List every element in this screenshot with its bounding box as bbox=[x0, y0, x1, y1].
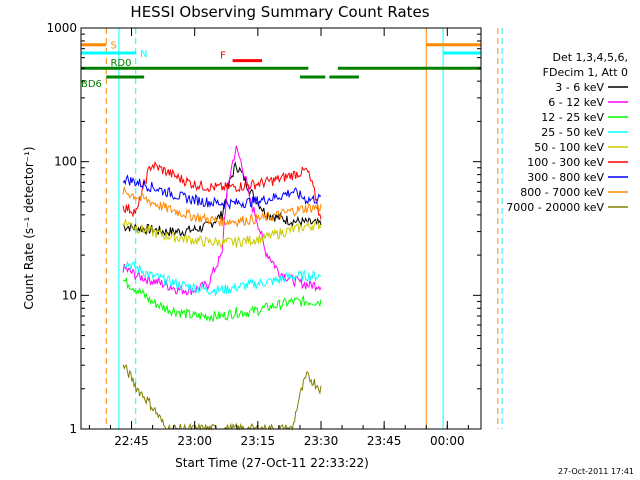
series-line-7 bbox=[122, 186, 322, 228]
y-axis-label: Count Rate (s⁻¹ detector⁻¹) bbox=[22, 146, 36, 309]
chart-title: HESSI Observing Summary Count Rates bbox=[130, 3, 429, 21]
legend-label: 50 - 100 keV bbox=[534, 141, 604, 154]
series-line-4 bbox=[122, 219, 322, 249]
legend-label: 12 - 25 keV bbox=[541, 111, 604, 124]
x-tick-label: 00:00 bbox=[430, 434, 465, 448]
y-tick-label: 1 bbox=[69, 422, 77, 436]
plot-area: S N RD0 BD6 F bbox=[81, 28, 503, 431]
legend-header-line-1: Det 1,3,4,5,6, bbox=[552, 51, 628, 64]
legend-label: 25 - 50 keV bbox=[541, 126, 604, 139]
plot-frame bbox=[80, 27, 482, 430]
x-tick-label: 23:15 bbox=[241, 434, 276, 448]
flag-label-s: S bbox=[110, 41, 116, 52]
series-line-1 bbox=[122, 145, 322, 296]
x-tick-label: 23:45 bbox=[367, 434, 402, 448]
flag-label-rd0: RD0 bbox=[110, 58, 131, 69]
series-line-5 bbox=[122, 160, 322, 220]
series-line-0 bbox=[122, 160, 322, 237]
x-tick-label: 23:00 bbox=[177, 434, 212, 448]
x-tick-label: 22:45 bbox=[114, 434, 149, 448]
legend-header-line-2: FDecim 1, Att 0 bbox=[543, 66, 628, 79]
flag-label-bd6: BD6 bbox=[81, 79, 102, 90]
series-line-6 bbox=[122, 174, 322, 211]
series-line-3 bbox=[122, 260, 322, 297]
y-tick-label: 100 bbox=[54, 155, 77, 169]
y-tick-label: 10 bbox=[62, 288, 77, 302]
legend-label: 3 - 6 keV bbox=[555, 81, 604, 94]
legend-label: 800 - 7000 keV bbox=[520, 186, 604, 199]
flag-label-n: N bbox=[140, 49, 147, 60]
legend-label: 100 - 300 keV bbox=[527, 156, 604, 169]
flag-label-f: F bbox=[220, 51, 226, 62]
legend: Det 1,3,4,5,6, FDecim 1, Att 0 3 - 6 keV… bbox=[506, 51, 628, 214]
legend-label: 6 - 12 keV bbox=[548, 96, 604, 109]
y-axis: 1 10 100 1000 bbox=[46, 21, 481, 436]
timestamp: 27-Oct-2011 17:41 bbox=[558, 467, 634, 476]
series-line-2 bbox=[122, 277, 322, 323]
y-tick-label: 1000 bbox=[46, 21, 77, 35]
x-axis: 22:45 23:00 23:15 23:30 23:45 00:00 bbox=[88, 28, 469, 448]
legend-label: 7000 - 20000 keV bbox=[506, 201, 604, 214]
x-tick-label: 23:30 bbox=[304, 434, 339, 448]
x-axis-label: Start Time (27-Oct-11 22:33:22) bbox=[175, 456, 369, 470]
legend-label: 300 - 800 keV bbox=[527, 171, 604, 184]
